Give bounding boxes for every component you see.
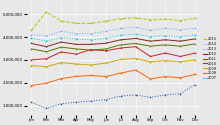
Legend: 2015, 2014, 2013, 2012, 2011, 2010, 2009, 2008, 2007: 2015, 2014, 2013, 2012, 2011, 2010, 2009… bbox=[203, 37, 217, 80]
